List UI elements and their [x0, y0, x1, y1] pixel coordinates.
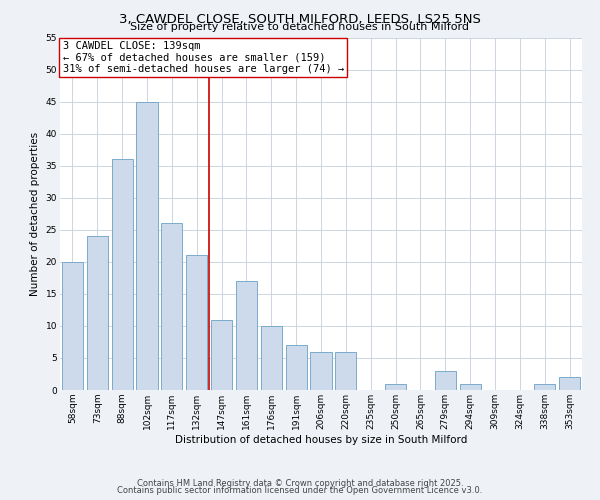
- Text: 3, CAWDEL CLOSE, SOUTH MILFORD, LEEDS, LS25 5NS: 3, CAWDEL CLOSE, SOUTH MILFORD, LEEDS, L…: [119, 12, 481, 26]
- Bar: [236, 281, 257, 390]
- Bar: [136, 102, 158, 390]
- Bar: [62, 262, 83, 390]
- Bar: [460, 384, 481, 390]
- Bar: [335, 352, 356, 390]
- Text: 3 CAWDEL CLOSE: 139sqm
← 67% of detached houses are smaller (159)
31% of semi-de: 3 CAWDEL CLOSE: 139sqm ← 67% of detached…: [62, 41, 344, 74]
- Text: Contains HM Land Registry data © Crown copyright and database right 2025.: Contains HM Land Registry data © Crown c…: [137, 478, 463, 488]
- Bar: [112, 160, 133, 390]
- Bar: [211, 320, 232, 390]
- Bar: [286, 345, 307, 390]
- Bar: [534, 384, 555, 390]
- Bar: [435, 371, 456, 390]
- Text: Size of property relative to detached houses in South Milford: Size of property relative to detached ho…: [131, 22, 470, 32]
- Text: Contains public sector information licensed under the Open Government Licence v3: Contains public sector information licen…: [118, 486, 482, 495]
- Y-axis label: Number of detached properties: Number of detached properties: [30, 132, 40, 296]
- Bar: [261, 326, 282, 390]
- Bar: [161, 224, 182, 390]
- Bar: [559, 377, 580, 390]
- X-axis label: Distribution of detached houses by size in South Milford: Distribution of detached houses by size …: [175, 434, 467, 444]
- Bar: [186, 256, 207, 390]
- Bar: [87, 236, 108, 390]
- Bar: [310, 352, 332, 390]
- Bar: [385, 384, 406, 390]
